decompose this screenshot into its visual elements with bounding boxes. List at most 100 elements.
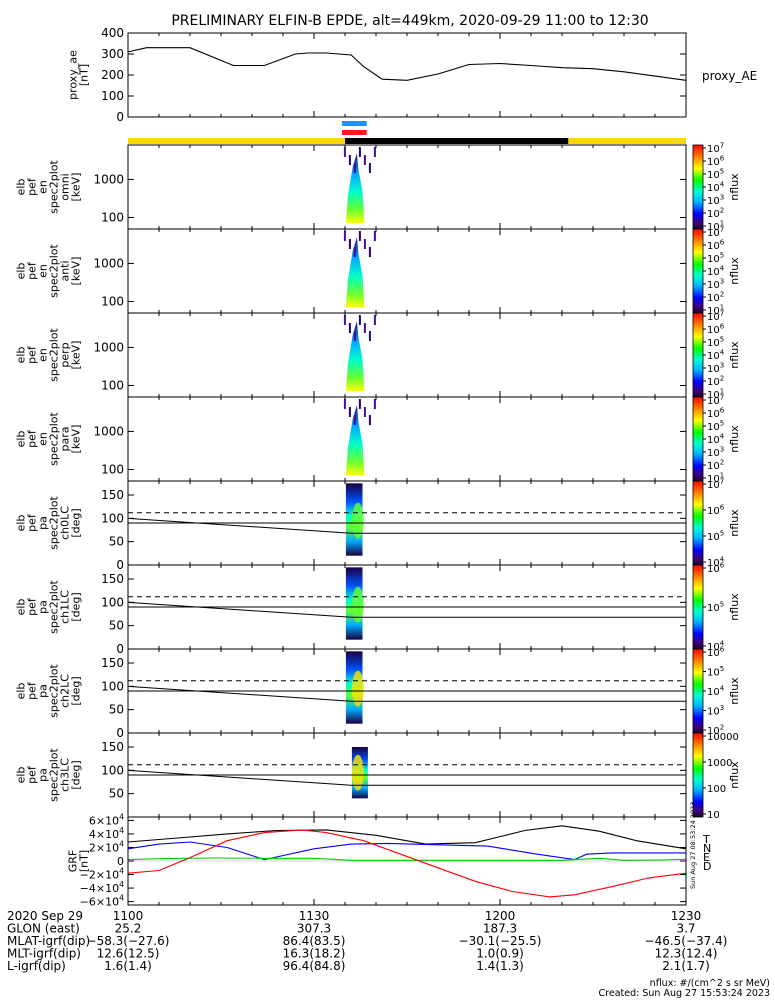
loss-cone-line	[127, 685, 686, 702]
science-zone-bar-red	[341, 130, 367, 135]
colorbar-label: nflux	[728, 509, 741, 537]
footer-row: L-igrf(dip) 1.6(1.4) 96.4(84.8) 1.4(1.3) 2.1…	[7, 959, 710, 973]
colorbar-tick-label: 106	[707, 562, 725, 576]
loss-cone-line	[127, 601, 686, 618]
axis-label-line: omni	[59, 173, 72, 200]
colorbar-tick-label: 103	[707, 704, 724, 718]
axis-label-line: pef	[26, 177, 39, 196]
axis-label-line: en	[37, 348, 50, 362]
spectrogram-speckle	[358, 315, 361, 325]
axis-label-line: pa	[37, 684, 50, 698]
axis-label-line: [deg]	[70, 592, 83, 621]
axis-label-line: spec2plot	[48, 160, 61, 214]
spectrogram-speckle	[373, 399, 376, 409]
y-tick-label: 100	[101, 379, 124, 393]
colorbar-label: nflux	[728, 593, 741, 621]
axis-label-line: en	[37, 432, 50, 446]
colorbar-tick-label: 107	[707, 394, 724, 408]
axis-label-line: spec2plot	[48, 328, 61, 382]
spectrogram-speckle	[363, 239, 366, 249]
colorbar-tick-label: 104	[707, 181, 725, 195]
y-tick-label: 1000	[93, 172, 124, 186]
colorbar-tick-label: 105	[707, 168, 724, 182]
spectrogram-speckle	[368, 415, 371, 425]
footnote-line: nflux: #/(cm^2 s sr MeV)	[650, 978, 770, 989]
panel-frame	[127, 144, 687, 230]
axis-label-line: elb	[15, 599, 28, 616]
footer-value: 12.3(12.4)	[655, 947, 718, 961]
spectrogram-speckle	[348, 155, 351, 165]
colorbar-5: 107 106 105 104 nflux	[692, 478, 741, 570]
spectrogram-core	[351, 586, 364, 623]
colorbar-tick-label: 104	[707, 556, 725, 570]
colorbar-6: 106 105 104 nflux	[692, 562, 741, 653]
footer-row: MLAT-igrf(dip)−58.3(−27.6) 86.4(83.5) −30.…	[7, 934, 727, 948]
axis-label-line: [deg]	[70, 676, 83, 705]
axis-label-line: [nT]	[78, 64, 91, 86]
footer-value: 1200	[485, 909, 516, 923]
science-zone-bar-blue	[341, 121, 367, 126]
y-tick-label: 0	[116, 642, 124, 656]
footer-value: 1230	[671, 909, 702, 923]
y-axis-label-grf: GRF[nT]	[67, 850, 91, 873]
spectrogram-speckle	[358, 399, 361, 409]
footer-row-label: L-igrf(dip)	[7, 959, 66, 973]
spectrogram-speckle	[358, 231, 361, 241]
colorbar-tick-label: 10	[707, 810, 720, 821]
loss-cone-line	[127, 517, 686, 534]
colorbar-tick-label: 1000	[707, 758, 732, 769]
spectrogram-speckle	[343, 147, 346, 157]
axis-label-line: elb	[15, 515, 28, 532]
loss-cone-line	[127, 769, 686, 786]
axis-label-line: [deg]	[70, 760, 83, 789]
axis-label-line: spec2plot	[48, 748, 61, 802]
footer-value: 16.3(18.2)	[283, 947, 346, 961]
y-tick-label: 300	[101, 47, 124, 61]
colorbar-tick-label: 104	[707, 685, 725, 699]
axis-label-line: pef	[26, 681, 39, 700]
footer-row-label: GLON (east)	[7, 922, 80, 936]
axis-label-line: [keV]	[70, 425, 83, 454]
axis-label-line: elb	[15, 431, 28, 448]
spectrogram-speckle	[353, 331, 356, 341]
series-line-T	[127, 825, 687, 850]
footer-value: 1.0(0.9)	[476, 947, 524, 961]
y-tick-label: 2×104	[89, 840, 124, 855]
colorbar-tick-label: 104	[707, 433, 725, 447]
panel-proxy_ae: proxy_AE 0 100 200 300 400 proxy_ae[nT]	[67, 26, 758, 124]
colorbar-tick-label: 101	[707, 472, 724, 486]
footer-value: 1.4(1.3)	[476, 959, 524, 973]
colorbar-tick-label: 103	[707, 278, 724, 292]
axis-label-line: proxy_ae	[67, 50, 80, 100]
colorbar-tick-label: 106	[707, 323, 725, 337]
y-tick-label: 1000	[93, 340, 124, 354]
y-tick-label: 1000	[93, 424, 124, 438]
y-tick-label: 150	[101, 488, 124, 502]
axis-label-line: elb	[15, 179, 28, 196]
spectrogram-speckle	[343, 231, 346, 241]
spectrogram-speckle	[363, 155, 366, 165]
y-tick-label: 100	[101, 463, 124, 477]
footer-value: 1.6(1.4)	[104, 959, 152, 973]
colorbar-scale	[692, 732, 704, 818]
y-tick-label: 50	[109, 535, 124, 549]
colorbar-tick-label: 106	[707, 407, 725, 421]
axis-label-line: spec2plot	[48, 244, 61, 298]
colorbar-label: nflux	[728, 677, 741, 705]
colorbar-tick-label: 103	[707, 194, 724, 208]
colorbar-tick-label: 106	[707, 504, 725, 518]
spectrogram-speckle	[343, 315, 346, 325]
colorbar-scale	[692, 228, 704, 314]
y-tick-label: 150	[101, 740, 124, 754]
panel-frame	[127, 228, 687, 314]
created-note: Sun Aug 27 08:53:24 2023	[689, 802, 697, 889]
y-tick-label: 150	[101, 656, 124, 670]
spectrogram-core	[351, 670, 364, 707]
